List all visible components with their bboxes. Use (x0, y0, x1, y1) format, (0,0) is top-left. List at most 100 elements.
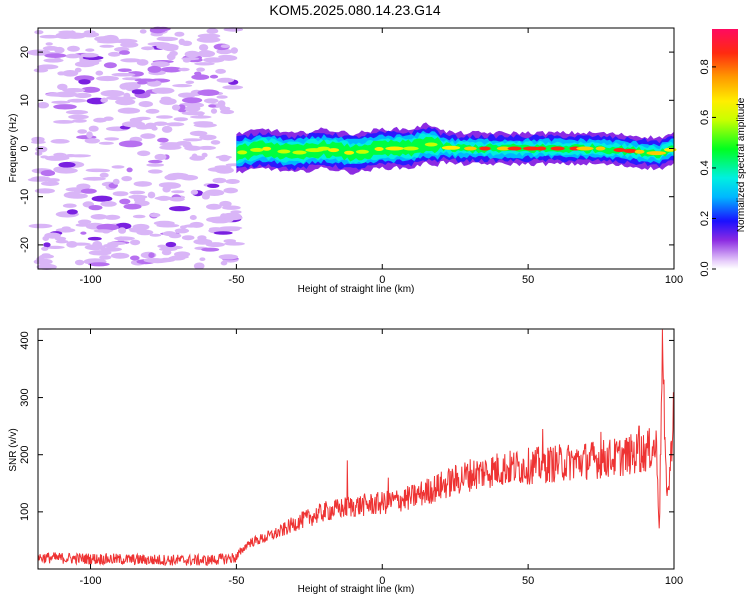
snr-series-line (37, 329, 675, 566)
noise-blob (58, 161, 76, 168)
noise-blob (174, 228, 190, 234)
noise-blob (30, 176, 51, 181)
noise-blob (119, 84, 128, 89)
noise-blob (62, 70, 79, 77)
noise-blob (141, 46, 155, 51)
noise-blob (147, 191, 156, 199)
noise-blob (167, 172, 189, 180)
noise-blob (230, 47, 238, 54)
colorbar-tick-label: 0.0 (699, 261, 711, 276)
noise-blob (54, 91, 78, 98)
noise-blob (209, 74, 219, 79)
noise-blob (123, 203, 142, 210)
noise-blob (220, 109, 235, 115)
noise-blob (126, 167, 133, 173)
noise-blob (182, 97, 203, 104)
noise-blob (135, 116, 151, 121)
noise-blob (220, 44, 230, 48)
signal-peak (344, 150, 355, 155)
x-tick-label: -50 (228, 575, 244, 587)
noise-blob (35, 146, 48, 153)
noise-blob (160, 245, 183, 250)
noise-blob (117, 236, 125, 243)
noise-blob (45, 245, 65, 249)
noise-blob (221, 212, 242, 220)
noise-blob (118, 227, 127, 234)
noise-blob (28, 223, 53, 229)
noise-blob (41, 246, 49, 251)
noise-blob (34, 188, 56, 194)
noise-blob (123, 92, 131, 99)
heatmap-x-axis-label: Height of straight line (km) (298, 284, 415, 295)
noise-blob (118, 140, 143, 148)
noise-blob (222, 85, 244, 90)
noise-blob (157, 36, 167, 40)
noise-blob (208, 104, 217, 108)
noise-blob (181, 40, 193, 46)
noise-blob (111, 165, 125, 169)
y-tick-label: -20 (19, 237, 31, 253)
noise-blob (146, 258, 169, 264)
noise-blob (112, 178, 120, 185)
noise-blob (80, 231, 87, 235)
noise-blob (160, 66, 183, 73)
noise-blob (151, 126, 158, 131)
heatmap-x-ticks: -100 -50 0 50 100 (79, 28, 683, 286)
noise-blob (108, 51, 121, 57)
x-tick-label: 0 (379, 575, 385, 587)
signal-peak (634, 149, 645, 154)
noise-blob (68, 114, 89, 120)
noise-blob (203, 57, 225, 63)
noise-blob (185, 80, 195, 85)
noise-blob (210, 108, 218, 114)
noise-blob (199, 134, 217, 141)
noise-blob (197, 89, 220, 96)
noise-blob (107, 241, 126, 246)
noise-blob (181, 235, 195, 241)
noise-blob (117, 68, 132, 72)
noise-blob (206, 203, 222, 210)
signal-peak (507, 146, 522, 151)
noise-blob (172, 84, 193, 88)
noise-blob (178, 109, 187, 113)
noise-blob (53, 152, 67, 157)
noise-blob (225, 226, 240, 232)
noise-blob (165, 122, 185, 127)
noise-blob (88, 125, 99, 132)
noise-blob (169, 206, 191, 212)
y-tick-label: 300 (19, 388, 31, 406)
noise-blob (157, 195, 171, 201)
snr-x-axis-label: Height of straight line (km) (298, 584, 415, 595)
noise-blob (197, 50, 216, 58)
noise-blob (214, 165, 232, 169)
noise-blob (65, 53, 81, 59)
noise-blob (154, 153, 167, 161)
noise-blob (88, 205, 103, 211)
heatmap-y-axis-label: Frequency (Hz) (8, 114, 19, 183)
noise-blob (218, 254, 238, 260)
noise-blob (193, 238, 213, 245)
noise-blob (146, 80, 162, 87)
noise-blob (55, 228, 76, 233)
noise-blob (197, 145, 216, 150)
noise-blob (136, 81, 148, 85)
noise-blob (215, 68, 227, 74)
y-tick-label: -10 (19, 189, 31, 205)
noise-blob (43, 242, 51, 248)
noise-blob (82, 176, 107, 181)
heatmap-noise-region (27, 26, 246, 270)
noise-blob (203, 98, 219, 104)
noise-blob (158, 182, 177, 188)
noise-blob (62, 88, 86, 93)
signal-peak (355, 149, 369, 154)
noise-blob (225, 179, 240, 184)
noise-blob (216, 48, 232, 55)
y-tick-label: 100 (19, 503, 31, 521)
noise-blob (197, 235, 207, 241)
signal-peak (441, 145, 461, 150)
signal-peak (237, 150, 248, 155)
noise-blob (119, 198, 131, 205)
noise-blob (44, 53, 67, 58)
noise-blob (100, 201, 117, 207)
